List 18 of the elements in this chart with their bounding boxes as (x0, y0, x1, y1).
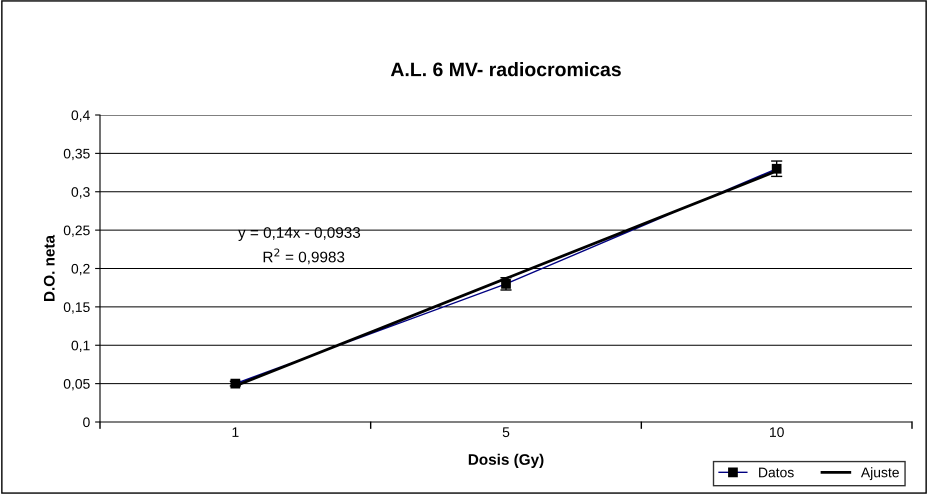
y-tick-label: 0,05 (64, 378, 90, 390)
y-tick-label: 0,3 (72, 187, 90, 199)
y-tick-label: 0,4 (72, 110, 90, 122)
x-tick-label: 5 (502, 427, 510, 438)
x-tick-label: 10 (770, 427, 784, 438)
legend-label: Ajuste (860, 467, 899, 480)
y-tick-label: 0,15 (64, 302, 90, 314)
y-tick-label: 0,1 (72, 340, 90, 352)
legend-label: Datos (759, 468, 794, 478)
y-tick-label: 0,35 (64, 148, 90, 160)
y-tick-label: 0,2 (72, 264, 90, 276)
x-tick-label: 1 (232, 427, 239, 437)
y-axis-title: D.O. neta (44, 234, 55, 302)
y-tick-label: 0 (83, 417, 90, 428)
annotation: R$^{2}$ = 0,9983 (264, 248, 344, 264)
chart-title: A.L. 6 MV- radiocromicas (390, 62, 621, 76)
y-tick-label: 0,25 (64, 225, 90, 237)
x-axis-title: Dosis (Gy) (468, 454, 544, 468)
